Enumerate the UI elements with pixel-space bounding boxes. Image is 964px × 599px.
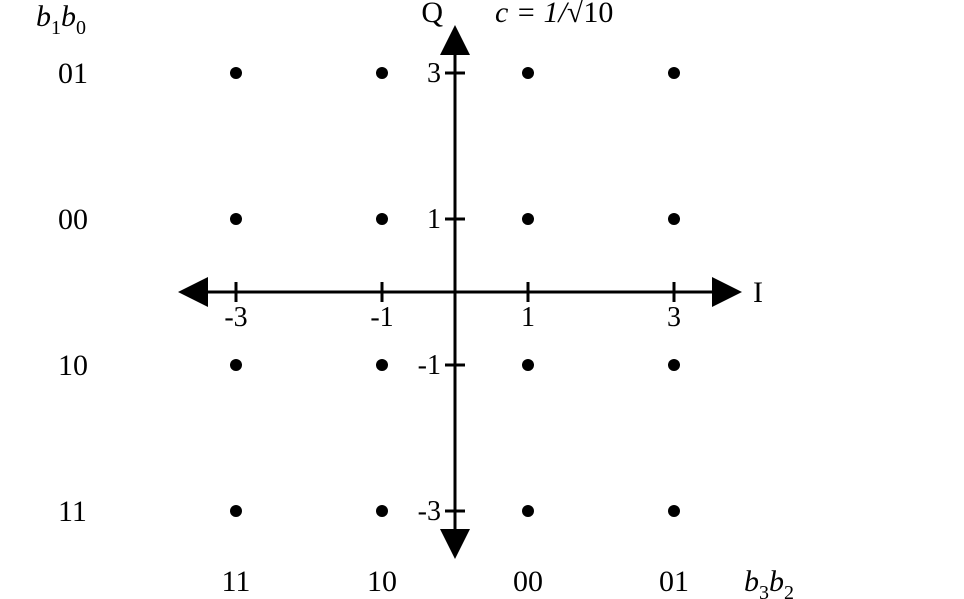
row-bits-header: b1b0 bbox=[36, 0, 86, 39]
constellation-point bbox=[230, 67, 242, 79]
constellation-point bbox=[230, 213, 242, 225]
y-tick-label: 1 bbox=[427, 204, 441, 235]
col-bits-label: 11 bbox=[222, 565, 251, 598]
constellation-point bbox=[376, 213, 388, 225]
col-bits-label: 01 bbox=[659, 565, 689, 598]
row-bits-label: 00 bbox=[58, 203, 88, 236]
x-tick-label: -1 bbox=[370, 302, 393, 333]
row-bits-label: 01 bbox=[58, 57, 88, 90]
y-axis-label: Q bbox=[421, 0, 443, 29]
constellation-point bbox=[376, 505, 388, 517]
constellation-point bbox=[376, 359, 388, 371]
row-bits-label: 11 bbox=[58, 495, 87, 528]
x-tick-label: 1 bbox=[521, 302, 535, 333]
constellation-point bbox=[668, 67, 680, 79]
x-tick-label: 3 bbox=[667, 302, 681, 333]
constellation-point bbox=[668, 505, 680, 517]
constellation-point bbox=[522, 359, 534, 371]
x-axis-label: I bbox=[753, 276, 763, 309]
constellation-point bbox=[376, 67, 388, 79]
qam16-constellation-diagram: -3 -1 1 3 3 1 -1 -3 I Qc = 1/√10 01 00 10 11 b1b0 11 10 0… bbox=[0, 0, 964, 599]
constellation-point bbox=[230, 505, 242, 517]
constellation-point bbox=[522, 67, 534, 79]
x-tick-label: -3 bbox=[224, 302, 247, 333]
constellation-point bbox=[668, 359, 680, 371]
constellation-point bbox=[522, 213, 534, 225]
scale-label: c = 1/√10 bbox=[495, 0, 613, 29]
constellation-point bbox=[668, 213, 680, 225]
col-bits-label: 10 bbox=[367, 565, 397, 598]
row-bits-label: 10 bbox=[58, 349, 88, 382]
col-bits-label: 00 bbox=[513, 565, 543, 598]
col-bits-footer: b3b2 bbox=[744, 565, 794, 599]
constellation-point bbox=[522, 505, 534, 517]
y-tick-label: -3 bbox=[418, 496, 441, 527]
y-tick-label: 3 bbox=[427, 58, 441, 89]
y-tick-label: -1 bbox=[418, 350, 441, 381]
constellation-point bbox=[230, 359, 242, 371]
